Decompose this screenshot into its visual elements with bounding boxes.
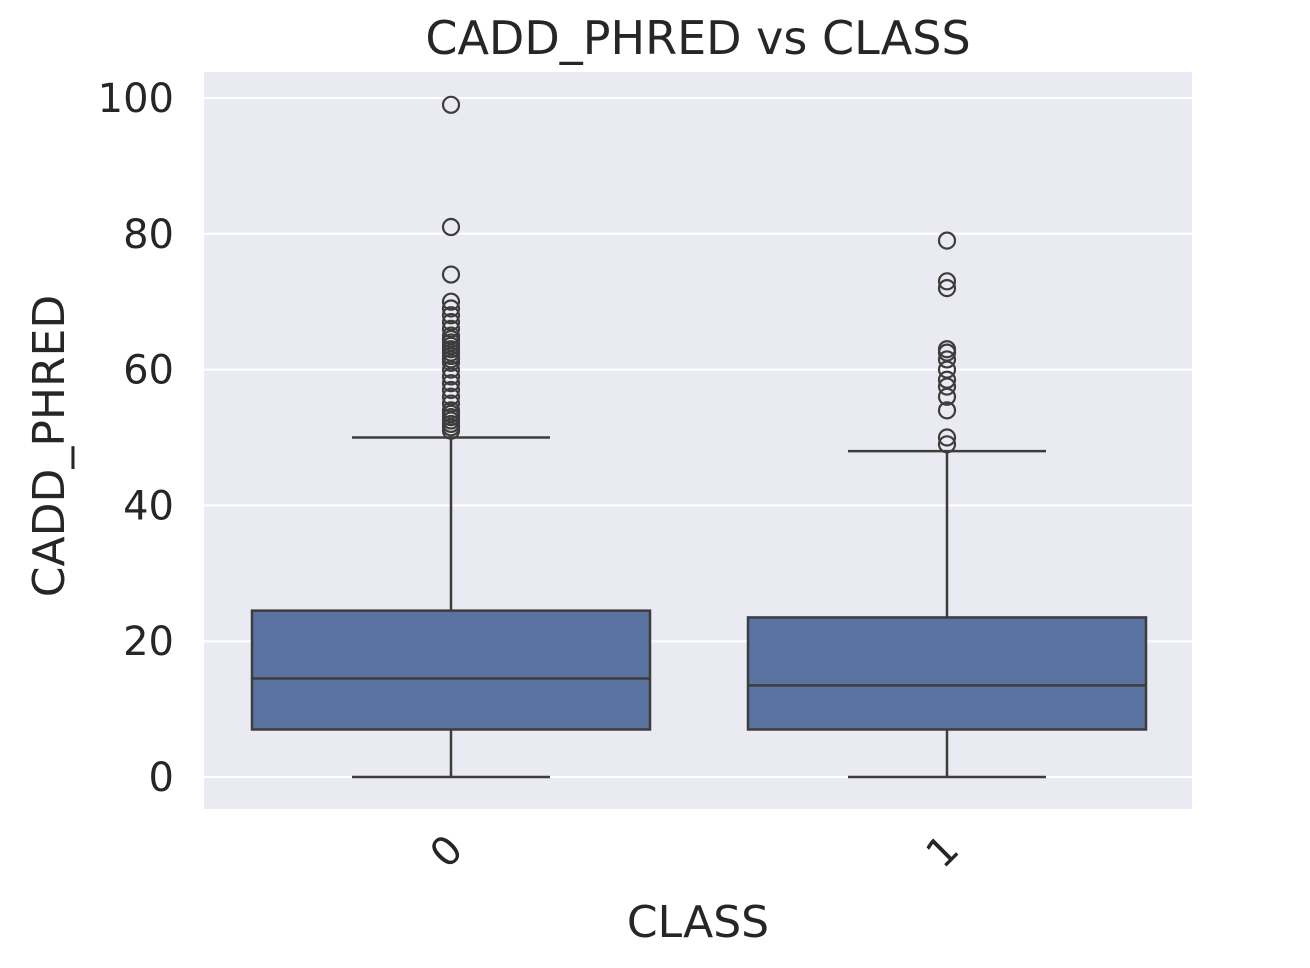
box-1 [746, 231, 1148, 779]
outlier-point [937, 279, 957, 298]
outlier-point [441, 217, 461, 237]
y-tick-label-100: 100 [98, 76, 174, 122]
outlier-point [937, 428, 957, 447]
outlier-point [441, 326, 461, 345]
y-tick-label-0: 0 [149, 755, 174, 801]
outlier-point [441, 374, 461, 393]
y-axis-label: CADD_PHRED [24, 295, 75, 597]
outlier-point [441, 387, 461, 406]
outlier-point [937, 370, 957, 389]
outlier-point [937, 401, 957, 420]
outlier-point [441, 292, 461, 311]
outlier-point [441, 380, 461, 400]
x-tick-label-1: 1 [918, 827, 969, 878]
y-axis-ticks: 0 20 40 60 80 100 [98, 76, 174, 801]
outlier-point [441, 299, 461, 318]
iqr-box [250, 609, 652, 731]
outlier-point [937, 435, 957, 454]
y-tick-label-20: 20 [123, 619, 174, 665]
x-axis-label: CLASS [627, 897, 769, 948]
outlier-point [441, 319, 461, 338]
outlier-point [937, 272, 957, 291]
iqr-box [746, 616, 1148, 731]
outlier-point [937, 350, 957, 369]
outlier-point [441, 306, 461, 325]
chart-title: CADD_PHRED vs CLASS [425, 11, 970, 65]
x-tick-label-0: 0 [422, 827, 473, 878]
box-0 [250, 95, 652, 779]
outlier-point [937, 340, 957, 359]
y-tick-label-80: 80 [123, 212, 174, 258]
outlier-point [441, 401, 461, 420]
outlier-point [441, 312, 461, 332]
outlier-point [937, 231, 957, 250]
box-series [250, 95, 1148, 779]
outlier-point [441, 95, 461, 114]
y-tick-label-60: 60 [123, 348, 174, 394]
outlier-point [441, 394, 461, 413]
y-tick-label-40: 40 [123, 483, 174, 529]
outlier-point [441, 265, 461, 284]
